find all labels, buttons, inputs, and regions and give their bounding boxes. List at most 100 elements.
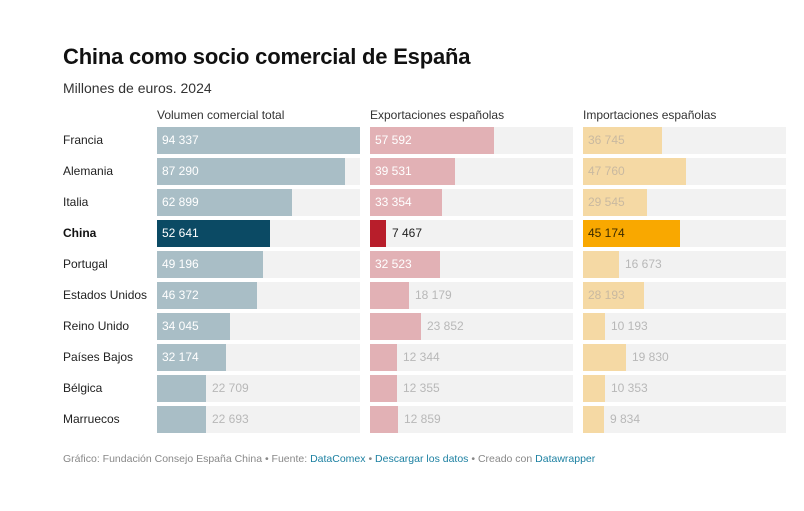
bar[interactable] [583, 220, 680, 247]
bar-track: 22 693 [157, 406, 360, 433]
bar-track: 52 641 [157, 220, 360, 247]
value-label: 33 354 [375, 195, 412, 209]
download-data-link[interactable]: Descargar los datos [375, 453, 469, 465]
bar[interactable] [583, 344, 626, 371]
bar[interactable] [583, 282, 644, 309]
value-label: 22 693 [212, 412, 249, 426]
bar-track: 34 045 [157, 313, 360, 340]
bar[interactable] [157, 158, 345, 185]
bar-track: 62 899 [157, 189, 360, 216]
row-label: Portugal [63, 257, 108, 271]
bar-track: 47 760 [583, 158, 786, 185]
column-header: Exportaciones españolas [370, 108, 505, 122]
row-label: Alemania [63, 164, 114, 178]
bar[interactable] [370, 344, 397, 371]
bar[interactable] [583, 189, 647, 216]
value-label: 18 179 [415, 288, 452, 302]
column-header: Volumen comercial total [157, 108, 285, 122]
row-label: Estados Unidos [63, 288, 148, 302]
value-label: 10 193 [611, 319, 648, 333]
bar[interactable] [157, 375, 206, 402]
bar-track: 12 859 [370, 406, 573, 433]
footer-credits: Gráfico: Fundación Consejo España China … [63, 453, 595, 465]
bar-track: 16 673 [583, 251, 786, 278]
value-label: 9 834 [610, 412, 641, 426]
bar[interactable] [370, 189, 442, 216]
bar[interactable] [157, 220, 270, 247]
footer-sep: • [365, 453, 376, 465]
bar[interactable] [370, 127, 494, 154]
chart-subtitle: Millones de euros. 2024 [63, 80, 212, 96]
bar[interactable] [157, 282, 257, 309]
bar[interactable] [583, 375, 605, 402]
bar-track: 12 355 [370, 375, 573, 402]
value-label: 12 344 [403, 350, 440, 364]
row-label: Bélgica [63, 381, 103, 395]
bar-track: 10 353 [583, 375, 786, 402]
bar-track: 10 193 [583, 313, 786, 340]
footer-created-with: • Creado con [468, 453, 536, 465]
value-label: 34 045 [162, 319, 199, 333]
value-label: 47 760 [588, 164, 625, 178]
bar[interactable] [370, 406, 398, 433]
value-label: 23 852 [427, 319, 464, 333]
value-label: 87 290 [162, 164, 199, 178]
value-label: 7 467 [392, 226, 423, 240]
row-label: Marruecos [63, 412, 120, 426]
value-label: 32 523 [375, 257, 412, 271]
value-label: 46 372 [162, 288, 199, 302]
bar-track: 94 337 [157, 127, 360, 154]
bar-track: 19 830 [583, 344, 786, 371]
value-label: 19 830 [632, 350, 669, 364]
bar-track: 29 545 [583, 189, 786, 216]
bar-track: 32 174 [157, 344, 360, 371]
bar-track: 46 372 [157, 282, 360, 309]
bar-track: 39 531 [370, 158, 573, 185]
value-label: 62 899 [162, 195, 199, 209]
bar-track: 36 745 [583, 127, 786, 154]
row-label: Francia [63, 133, 104, 147]
datawrapper-link[interactable]: Datawrapper [535, 453, 596, 465]
value-label: 29 545 [588, 195, 625, 209]
bar-track: 45 174 [583, 220, 786, 247]
bar[interactable] [583, 251, 619, 278]
value-label: 52 641 [162, 226, 199, 240]
bar[interactable] [157, 344, 226, 371]
value-label: 12 859 [404, 412, 441, 426]
bar-track: 57 592 [370, 127, 573, 154]
value-label: 28 193 [588, 288, 625, 302]
bar-track: 12 344 [370, 344, 573, 371]
bar-track: 9 834 [583, 406, 786, 433]
bar[interactable] [157, 313, 230, 340]
row-label: Países Bajos [63, 350, 134, 364]
value-label: 57 592 [375, 133, 412, 147]
bar[interactable] [157, 406, 206, 433]
bar[interactable] [583, 158, 686, 185]
bar-track: 18 179 [370, 282, 573, 309]
bar-track: 49 196 [157, 251, 360, 278]
bar[interactable] [370, 251, 440, 278]
footer-prefix: Gráfico: Fundación Consejo España China … [63, 453, 311, 465]
bar[interactable] [370, 220, 386, 247]
bar[interactable] [370, 158, 455, 185]
row-label: Reino Unido [63, 319, 130, 333]
value-label: 10 353 [611, 381, 648, 395]
source-link[interactable]: DataComex [310, 453, 366, 465]
bar[interactable] [157, 189, 292, 216]
row-label: China [63, 226, 97, 240]
value-label: 36 745 [588, 133, 625, 147]
chart-title: China como socio comercial de España [63, 44, 471, 69]
bar[interactable] [157, 251, 263, 278]
bar[interactable] [583, 406, 604, 433]
bar[interactable] [157, 127, 360, 154]
bar[interactable] [370, 313, 421, 340]
value-label: 12 355 [403, 381, 440, 395]
value-label: 39 531 [375, 164, 412, 178]
bar[interactable] [370, 375, 397, 402]
bar[interactable] [583, 313, 605, 340]
bar-track: 33 354 [370, 189, 573, 216]
bar[interactable] [583, 127, 662, 154]
bar[interactable] [370, 282, 409, 309]
value-label: 94 337 [162, 133, 199, 147]
row-label: Italia [63, 195, 89, 209]
